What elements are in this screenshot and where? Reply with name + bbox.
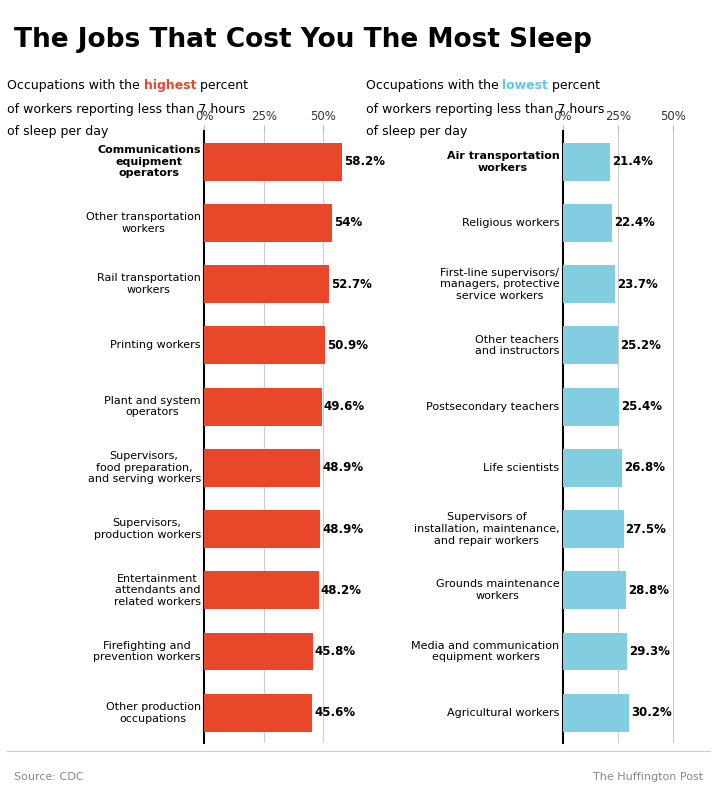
- Bar: [204, 266, 329, 303]
- Text: 45.6%: 45.6%: [314, 706, 356, 719]
- Text: Rail transportation
workers: Rail transportation workers: [97, 273, 201, 295]
- Bar: [563, 388, 619, 425]
- Text: lowest: lowest: [503, 79, 549, 92]
- Text: Grounds maintenance
workers: Grounds maintenance workers: [436, 580, 559, 601]
- Text: 27.5%: 27.5%: [625, 522, 666, 536]
- Text: 30.2%: 30.2%: [631, 706, 672, 719]
- Text: 29.3%: 29.3%: [630, 645, 670, 658]
- Text: Firefighting and
prevention workers: Firefighting and prevention workers: [93, 641, 201, 662]
- Text: Other teachers
and instructors: Other teachers and instructors: [475, 335, 559, 356]
- Bar: [563, 266, 615, 303]
- Text: Plant and system
operators: Plant and system operators: [104, 396, 201, 417]
- Bar: [563, 694, 630, 731]
- Text: percent: percent: [196, 79, 248, 92]
- Bar: [563, 633, 627, 670]
- Bar: [204, 327, 325, 364]
- Text: Life scientists: Life scientists: [483, 463, 559, 473]
- Text: Communications
equipment
operators: Communications equipment operators: [98, 145, 201, 178]
- Text: 48.9%: 48.9%: [322, 522, 364, 536]
- Text: Entertainment
attendants and
related workers: Entertainment attendants and related wor…: [114, 574, 201, 607]
- Text: Occupations with the: Occupations with the: [7, 79, 144, 92]
- Text: Other transportation
workers: Other transportation workers: [86, 212, 201, 234]
- Text: highest: highest: [144, 79, 196, 92]
- Text: of workers reporting less than 7 hours: of workers reporting less than 7 hours: [7, 103, 245, 116]
- Text: Religious workers: Religious workers: [462, 218, 559, 228]
- Bar: [563, 327, 619, 364]
- Text: 28.8%: 28.8%: [628, 584, 669, 597]
- Bar: [204, 143, 343, 180]
- Bar: [563, 143, 610, 180]
- Bar: [204, 510, 320, 548]
- Text: Supervisors of
installation, maintenance,
and repair workers: Supervisors of installation, maintenance…: [414, 513, 559, 545]
- Text: 58.2%: 58.2%: [344, 155, 385, 169]
- Text: 54%: 54%: [334, 216, 363, 230]
- Text: 52.7%: 52.7%: [331, 277, 372, 291]
- Text: 22.4%: 22.4%: [614, 216, 655, 230]
- Text: 23.7%: 23.7%: [617, 277, 657, 291]
- Text: 21.4%: 21.4%: [612, 155, 652, 169]
- Text: Agricultural workers: Agricultural workers: [447, 708, 559, 718]
- Bar: [563, 572, 627, 609]
- Bar: [204, 204, 333, 242]
- Text: 50.9%: 50.9%: [327, 339, 368, 352]
- Text: of sleep per day: of sleep per day: [7, 125, 108, 138]
- Text: 49.6%: 49.6%: [324, 400, 365, 413]
- Text: Printing workers: Printing workers: [110, 340, 201, 351]
- Text: percent: percent: [549, 79, 600, 92]
- Text: 48.2%: 48.2%: [320, 584, 361, 597]
- Text: The Huffington Post: The Huffington Post: [592, 772, 703, 782]
- Text: of sleep per day: of sleep per day: [366, 125, 467, 138]
- Bar: [204, 633, 313, 670]
- Text: Other production
occupations: Other production occupations: [105, 702, 201, 723]
- Bar: [204, 694, 313, 731]
- Bar: [204, 572, 318, 609]
- Bar: [563, 204, 612, 242]
- Text: 25.2%: 25.2%: [620, 339, 661, 352]
- Bar: [563, 449, 622, 487]
- Text: Supervisors,
food preparation,
and serving workers: Supervisors, food preparation, and servi…: [87, 452, 201, 484]
- Bar: [563, 510, 624, 548]
- Text: Media and communication
equipment workers: Media and communication equipment worker…: [412, 641, 559, 662]
- Text: 48.9%: 48.9%: [322, 461, 364, 475]
- Text: Supervisors,
production workers: Supervisors, production workers: [93, 518, 201, 540]
- Text: 45.8%: 45.8%: [315, 645, 356, 658]
- Text: Postsecondary teachers: Postsecondary teachers: [427, 401, 559, 412]
- Bar: [204, 449, 320, 487]
- Text: 25.4%: 25.4%: [621, 400, 662, 413]
- Text: The Jobs That Cost You The Most Sleep: The Jobs That Cost You The Most Sleep: [14, 27, 592, 52]
- Text: Source: CDC: Source: CDC: [14, 772, 84, 782]
- Text: of workers reporting less than 7 hours: of workers reporting less than 7 hours: [366, 103, 604, 116]
- Bar: [204, 388, 322, 425]
- Text: First-line supervisors/
managers, protective
service workers: First-line supervisors/ managers, protec…: [440, 268, 559, 301]
- Text: 26.8%: 26.8%: [624, 461, 665, 475]
- Text: Air transportation
workers: Air transportation workers: [447, 151, 559, 173]
- Text: Occupations with the: Occupations with the: [366, 79, 503, 92]
